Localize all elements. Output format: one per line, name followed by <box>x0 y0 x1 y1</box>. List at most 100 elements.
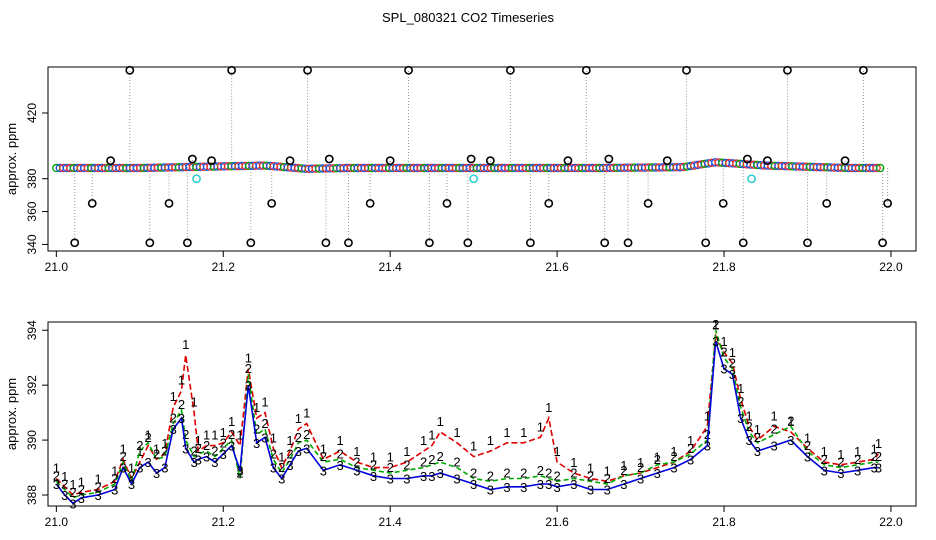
series-2-marker: 2 <box>553 468 560 483</box>
top-y-axis-label: approx. ppm <box>4 123 19 195</box>
series-2-marker: 2 <box>712 317 719 332</box>
series-3-marker: 3 <box>503 480 510 495</box>
top-x-axis: 21.0 21.2 21.4 21.6 21.8 22.0 <box>45 251 903 274</box>
series-3-marker: 3 <box>387 472 394 487</box>
series-2-marker: 2 <box>119 449 126 464</box>
series-2-marker: 2 <box>470 466 477 481</box>
series-1-marker: 1 <box>712 318 719 333</box>
series-3-marker: 3 <box>119 461 126 476</box>
series-1-marker: 1 <box>286 433 293 448</box>
series-1-marker: 1 <box>871 441 878 456</box>
series-3-marker: 3 <box>94 488 101 503</box>
series-3-marker: 3 <box>587 483 594 498</box>
series-3-marker: 3 <box>737 411 744 426</box>
series-3-marker: 3 <box>745 433 752 448</box>
series-1-marker: 1 <box>654 450 661 465</box>
outlier-point <box>385 156 395 166</box>
series-3-marker: 3 <box>370 469 377 484</box>
series-1-marker: 1 <box>190 395 197 410</box>
series-1-marker: 1 <box>270 430 277 445</box>
series-2-marker: 2 <box>787 413 794 428</box>
outlier-point <box>544 198 554 208</box>
series-3-marker: 3 <box>403 472 410 487</box>
series-1-marker: 1 <box>875 436 882 451</box>
series-1-marker: 1 <box>754 422 761 437</box>
series-1-marker: 1 <box>770 408 777 423</box>
series-2-marker: 2 <box>353 455 360 470</box>
bottom-y-tick-label: 394 <box>25 320 39 340</box>
series-3-marker: 3 <box>245 378 252 393</box>
bottom-y-tick-label: 390 <box>25 430 39 450</box>
series-2-marker: 2 <box>620 463 627 478</box>
series-3-marker: 3 <box>303 441 310 456</box>
series-3-marker: 3 <box>875 461 882 476</box>
series-2-marker: 2 <box>136 438 143 453</box>
series-2-marker: 2 <box>821 452 828 467</box>
series-3-marker: 3 <box>336 458 343 473</box>
outlier-point <box>803 238 812 248</box>
series-2-marker: 2 <box>637 460 644 475</box>
top-y-tick-label: 380 <box>25 168 39 188</box>
series-2-marker: 2 <box>420 455 427 470</box>
outlier-point <box>604 154 614 164</box>
series-2-marker: 2 <box>228 427 235 442</box>
bottom-plot-box <box>47 321 917 507</box>
series-3-marker: 3 <box>520 480 527 495</box>
outlier-point <box>321 238 331 248</box>
series-1-marker: 1 <box>153 441 160 456</box>
series-2-marker: 2 <box>754 430 761 445</box>
series-3-marker: 3 <box>871 461 878 476</box>
series-1-marker: 1 <box>437 414 444 429</box>
series-1-marker: 1 <box>587 461 594 476</box>
series-2-marker: 2 <box>261 416 268 431</box>
series-3-marker: 3 <box>153 466 160 481</box>
top-x-tick-label: 21.0 <box>45 260 69 274</box>
series-3-marker: 3 <box>537 477 544 492</box>
bottom-y-tick-label: 392 <box>25 375 39 395</box>
series-3-marker: 3 <box>236 463 243 478</box>
series-1-marker: 1 <box>520 425 527 440</box>
series-3-marker: 3 <box>128 477 135 492</box>
series-3-marker: 3 <box>61 488 68 503</box>
series-1-marker: 1 <box>537 419 544 434</box>
outlier-point <box>125 65 135 75</box>
series-1-marker: 1 <box>545 400 552 415</box>
series-2-marker: 2 <box>111 471 118 486</box>
outlier-point <box>70 238 80 248</box>
outlier-point <box>505 65 515 75</box>
series-1-marker: 1 <box>336 433 343 448</box>
bottom-x-tick-label: 21.2 <box>212 515 236 529</box>
series-3-marker: 3 <box>78 491 85 506</box>
outlier-point <box>303 65 312 75</box>
series-3-marker: 3 <box>470 477 477 492</box>
series-2-marker: 2 <box>153 446 160 461</box>
series-2-marker: 2 <box>654 452 661 467</box>
series-2-marker: 2 <box>94 479 101 494</box>
outlier-point <box>365 198 375 208</box>
series-1-marker: 1 <box>170 389 177 404</box>
series-3-marker: 3 <box>420 469 427 484</box>
series-1-marker: 1 <box>161 436 168 451</box>
outlier-point <box>182 238 192 248</box>
outlier-point <box>463 238 473 248</box>
series-1-marker: 1 <box>370 450 377 465</box>
outlier-point <box>404 65 413 75</box>
series-3-marker: 3 <box>228 439 235 454</box>
series-1-marker: 1 <box>704 408 711 423</box>
series-2-marker: 2 <box>245 361 252 376</box>
series-2-marker: 2 <box>236 466 243 481</box>
series-3-marker: 3 <box>804 450 811 465</box>
top-y-tick-label: 340 <box>25 234 39 254</box>
top-x-tick-label: 21.8 <box>712 260 736 274</box>
outlier-point <box>738 238 748 248</box>
series-1-marker: 1 <box>53 461 60 476</box>
series-1-marker: 1 <box>295 411 302 426</box>
series-1-marker: 1 <box>553 444 560 459</box>
series-3-marker: 3 <box>854 463 861 478</box>
series-3-marker: 3 <box>295 444 302 459</box>
series-3-marker: 3 <box>195 452 202 467</box>
series-1-marker: 1 <box>403 444 410 459</box>
series-1-marker: 1 <box>670 444 677 459</box>
